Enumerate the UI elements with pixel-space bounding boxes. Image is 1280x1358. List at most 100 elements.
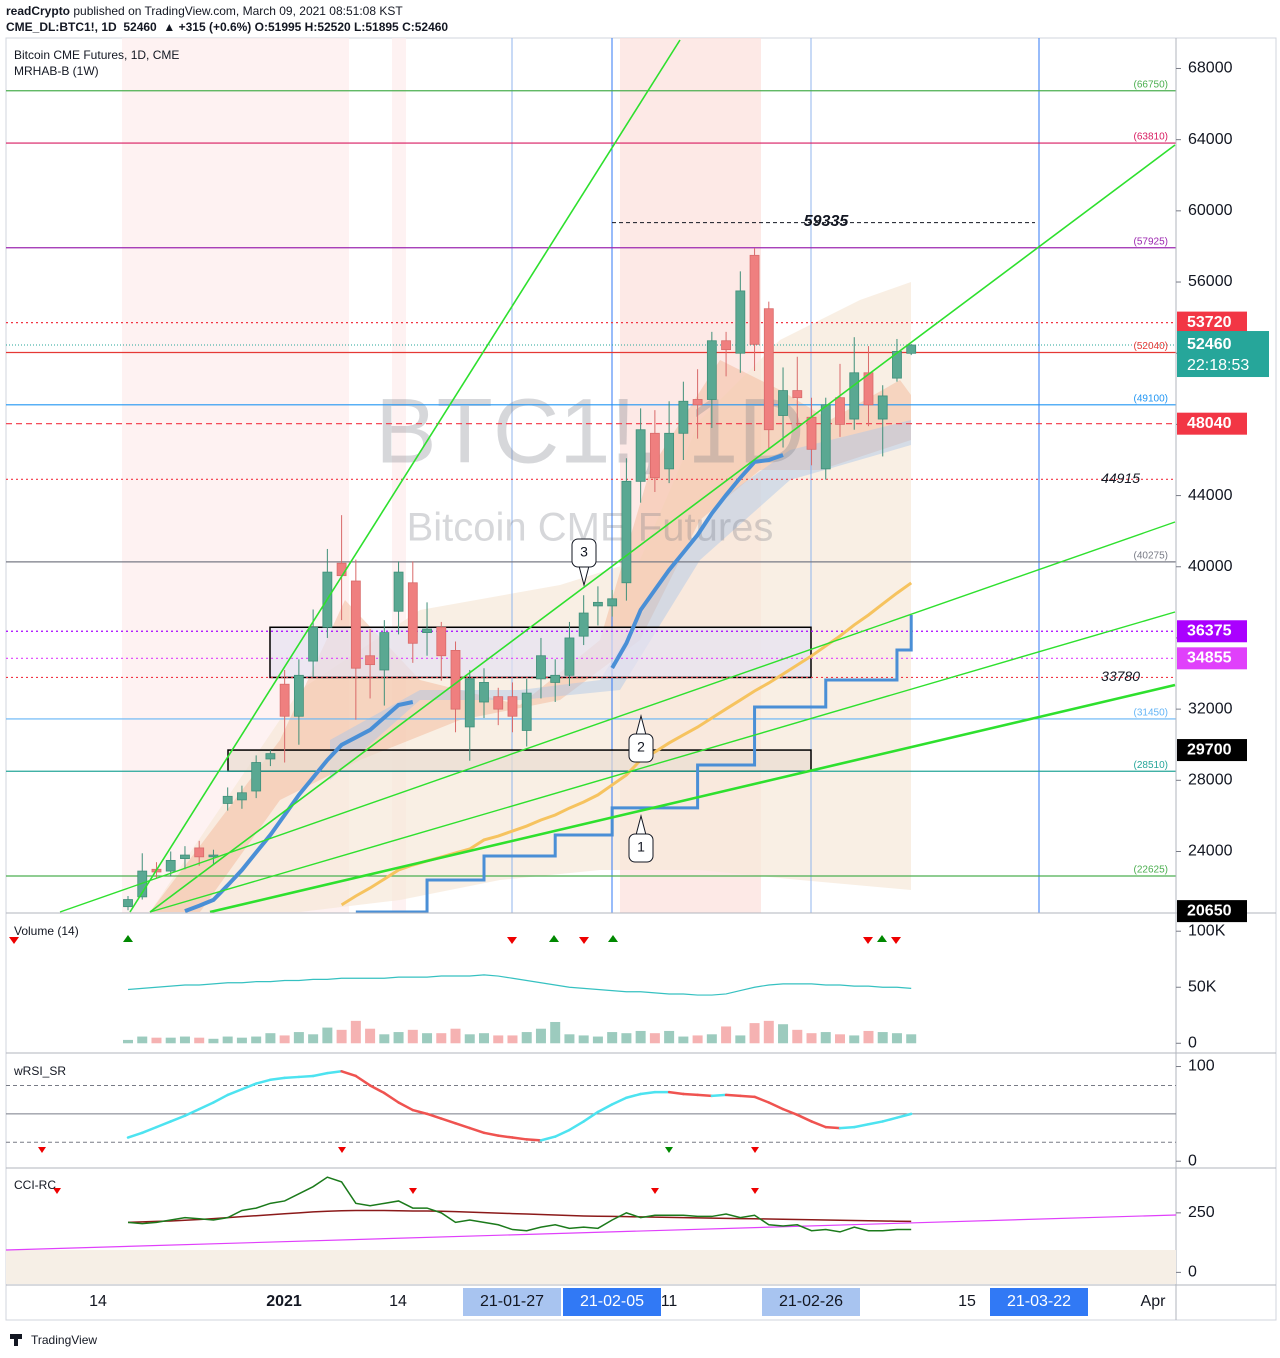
level-label: (49100): [1134, 393, 1168, 404]
volume-bar: [393, 1032, 404, 1044]
candle-body: [749, 254, 760, 345]
candle-body: [863, 372, 874, 406]
rsi-segment: [383, 1091, 400, 1104]
candle-body: [265, 753, 276, 760]
rsi-segment: [781, 1107, 799, 1117]
volume-bar: [251, 1036, 262, 1044]
trend-line: [129, 39, 681, 913]
rsi-segment: [354, 1074, 372, 1087]
signal: [53, 1188, 61, 1194]
rsi-segment: [852, 1123, 870, 1129]
callout: [571, 538, 597, 568]
price-tag-label: 36375: [1187, 622, 1232, 639]
x-tick-label: Apr: [1141, 1293, 1167, 1310]
logo: [10, 1334, 22, 1346]
trend-line: [209, 683, 1176, 913]
volume-bar: [293, 1032, 304, 1044]
candle-body: [208, 854, 219, 858]
volume-bar: [621, 1033, 632, 1044]
price-tag-label: 48040: [1187, 415, 1232, 432]
candle-body: [222, 795, 233, 804]
signal-line: [127, 1209, 912, 1224]
rsi-segment: [724, 1093, 742, 1098]
candle-body: [692, 399, 703, 406]
y-tick-label: 68000: [1188, 60, 1233, 77]
candle-body: [293, 674, 304, 717]
level-label: 44915: [1101, 470, 1140, 486]
candle-body: [763, 308, 774, 431]
rsi-segment: [539, 1135, 557, 1142]
level-label: (28510): [1134, 760, 1168, 771]
symbol-line: CME_DL:BTC1!, 1D 52460 ▲ +315 (+0.6%) O:…: [6, 20, 449, 34]
rsi-segment: [326, 1070, 343, 1075]
pane-separators: [6, 38, 1276, 1320]
signal: [608, 935, 618, 942]
volume-bar: [379, 1034, 390, 1044]
y-tick-label: 50K: [1188, 978, 1217, 995]
volume-bar: [479, 1033, 489, 1044]
candle-body: [564, 637, 575, 676]
candle-body: [365, 655, 375, 666]
y-tick-label: 24000: [1188, 843, 1233, 860]
volume-bar: [792, 1029, 803, 1044]
volume-bar: [835, 1034, 845, 1044]
trend-line: [149, 144, 1176, 913]
volume-bar: [635, 1030, 646, 1044]
chart-title: Bitcoin CME Futures, 1D, CME: [14, 48, 179, 62]
candle-body: [180, 854, 190, 860]
zone: [227, 749, 812, 772]
x-tick-label: 21-01-27: [480, 1293, 544, 1310]
candle-body: [493, 696, 504, 710]
rsi-segment: [411, 1108, 429, 1116]
annotation: 59335: [804, 213, 850, 230]
volume-bar: [450, 1028, 461, 1044]
volume-bar: [137, 1036, 148, 1044]
volume-bar: [721, 1026, 732, 1044]
price-tag: [1177, 311, 1247, 334]
header: readCrypto published on TradingView.com,…: [6, 4, 403, 18]
rsi-segment: [240, 1082, 258, 1091]
candle-body: [635, 429, 646, 482]
volume-bar: [578, 1035, 589, 1044]
rsi-segment: [496, 1134, 514, 1139]
candle-body: [237, 792, 247, 801]
callout-label: 3: [580, 544, 588, 560]
rsi-segment: [397, 1101, 415, 1112]
candle-body: [849, 372, 860, 420]
rsi-segment: [867, 1120, 884, 1126]
price-tag: [1177, 739, 1247, 762]
rsi-segment: [739, 1094, 756, 1099]
candle-body: [279, 683, 290, 717]
volume-bar: [350, 1020, 361, 1044]
trend-line: [149, 611, 1176, 913]
cci-group: [127, 1176, 912, 1233]
y-tick-label: 100K: [1188, 922, 1226, 939]
rsi-segment: [126, 1131, 144, 1139]
y-tick-label: 0: [1188, 1264, 1197, 1281]
rsi-segment: [625, 1092, 642, 1100]
rsi-segment: [468, 1126, 486, 1135]
rsi-segment: [881, 1116, 899, 1123]
candle-body: [251, 762, 262, 792]
rsi-segment: [183, 1107, 201, 1118]
signal: [9, 937, 19, 944]
price-tag: [1177, 620, 1247, 643]
candle-body: [835, 397, 845, 425]
candle-body: [735, 290, 746, 354]
volume-bar: [692, 1035, 703, 1044]
price-tag-label: 20650: [1187, 902, 1232, 919]
published: published on TradingView.com, March 09, …: [73, 4, 403, 18]
volume-bar: [564, 1034, 575, 1044]
y-tick-label: 40000: [1188, 558, 1233, 575]
rsi-segment: [169, 1114, 187, 1123]
volume-bar: [436, 1033, 447, 1044]
candle-body: [422, 628, 432, 634]
band: [150, 360, 911, 912]
signal: [549, 935, 559, 942]
y-tick-label: 32000: [1188, 700, 1233, 717]
x-tick-label: 14: [89, 1293, 107, 1310]
volume-ma: [127, 974, 912, 996]
volume-bar: [407, 1029, 418, 1044]
volume-bar: [265, 1033, 276, 1044]
